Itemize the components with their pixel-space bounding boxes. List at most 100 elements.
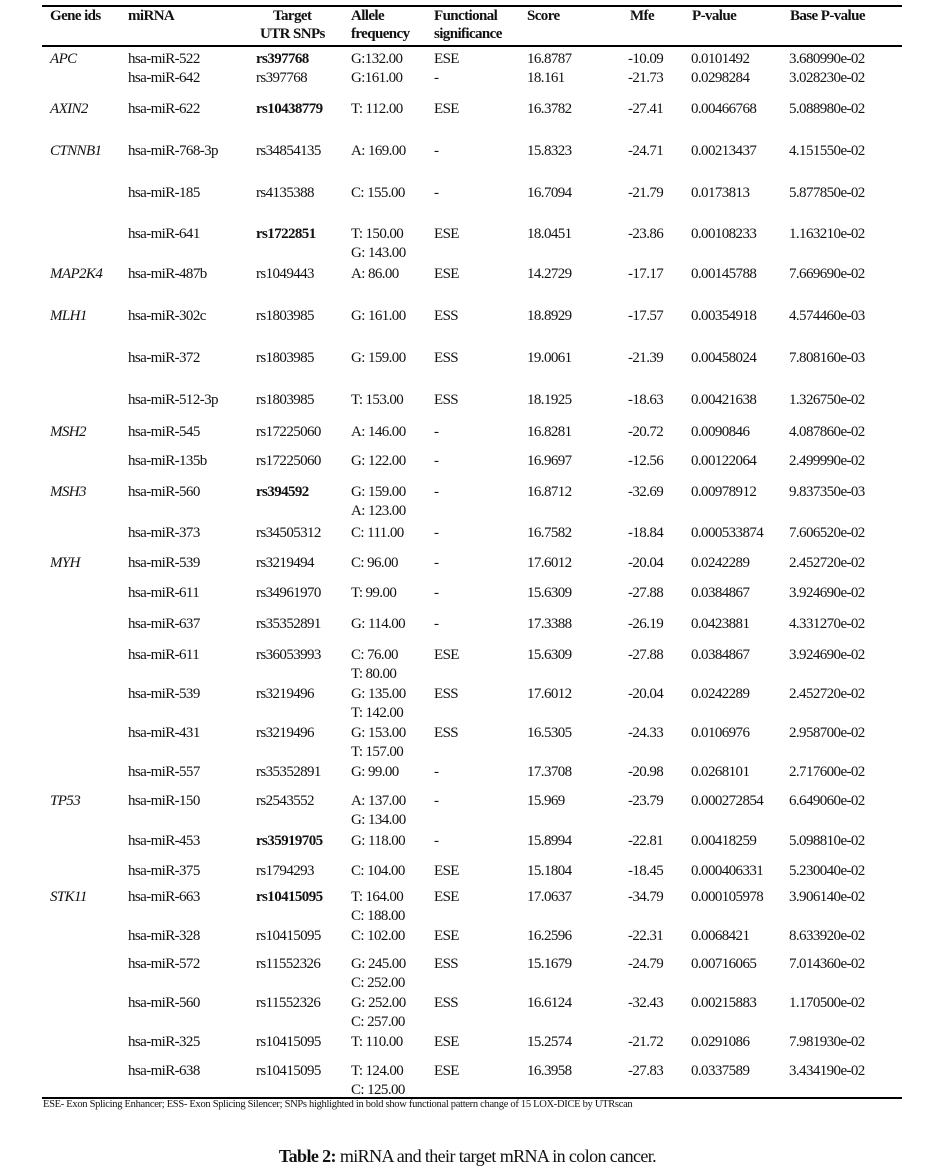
score-cell: 15.1679 bbox=[527, 956, 572, 972]
allele-cell: C: 96.00 bbox=[351, 555, 398, 571]
snp-cell: rs2543552 bbox=[256, 793, 315, 809]
header-functional-1: Functional bbox=[434, 8, 498, 24]
allele-cell: G: 118.00 bbox=[351, 833, 406, 849]
gene-cell: STK11 bbox=[50, 889, 87, 905]
base-pvalue-cell: 3.680990e-02 bbox=[789, 51, 865, 67]
snp-cell: rs11552326 bbox=[256, 995, 321, 1011]
mirna-cell: hsa-miR-539 bbox=[128, 686, 200, 702]
gene-cell: MSH2 bbox=[50, 424, 87, 440]
allele-cell: T: 110.00 bbox=[351, 1034, 403, 1050]
functional-cell: - bbox=[434, 616, 439, 632]
pvalue-cell: 0.00978912 bbox=[691, 484, 757, 500]
score-cell: 17.3388 bbox=[527, 616, 572, 632]
base-pvalue-cell: 2.958700e-02 bbox=[789, 725, 865, 741]
functional-cell: - bbox=[434, 484, 439, 500]
score-cell: 15.6309 bbox=[527, 585, 572, 601]
footnote: ESE- Exon Splicing Enhancer; ESS- Exon S… bbox=[43, 1099, 633, 1110]
mirna-cell: hsa-miR-431 bbox=[128, 725, 200, 741]
base-pvalue-cell: 2.452720e-02 bbox=[789, 686, 865, 702]
score-cell: 16.7582 bbox=[527, 525, 572, 541]
snp-cell: rs4135388 bbox=[256, 185, 315, 201]
snp-cell: rs1803985 bbox=[256, 392, 315, 408]
functional-cell: - bbox=[434, 833, 439, 849]
mirna-cell: hsa-miR-522 bbox=[128, 51, 200, 67]
mirna-cell: hsa-miR-557 bbox=[128, 764, 200, 780]
allele-cell: A: 86.00 bbox=[351, 266, 399, 282]
mirna-cell: hsa-miR-638 bbox=[128, 1063, 200, 1079]
pvalue-cell: 0.00122064 bbox=[691, 453, 757, 469]
base-pvalue-cell: 3.906140e-02 bbox=[789, 889, 865, 905]
gene-cell: MSH3 bbox=[50, 484, 87, 500]
mfe-cell: -24.33 bbox=[628, 725, 664, 741]
pvalue-cell: 0.00215883 bbox=[691, 995, 757, 1011]
functional-cell: ESS bbox=[434, 995, 459, 1011]
pvalue-cell: 0.00145788 bbox=[691, 266, 757, 282]
functional-cell: ESS bbox=[434, 686, 459, 702]
base-pvalue-cell: 7.606520e-02 bbox=[789, 525, 865, 541]
gene-cell: TP53 bbox=[50, 793, 81, 809]
score-cell: 15.969 bbox=[527, 793, 565, 809]
mfe-cell: -20.04 bbox=[628, 686, 664, 702]
caption-text: miRNA and their target mRNA in colon can… bbox=[335, 1146, 657, 1166]
mirna-cell: hsa-miR-663 bbox=[128, 889, 200, 905]
allele-cell: G: 161.00 bbox=[351, 308, 406, 324]
functional-cell: ESS bbox=[434, 350, 459, 366]
mfe-cell: -22.31 bbox=[628, 928, 664, 944]
mfe-cell: -12.56 bbox=[628, 453, 664, 469]
score-cell: 19.0061 bbox=[527, 350, 572, 366]
mfe-cell: -20.72 bbox=[628, 424, 664, 440]
allele-cell: T: 153.00 bbox=[351, 392, 404, 408]
pvalue-cell: 0.00458024 bbox=[691, 350, 757, 366]
score-cell: 16.5305 bbox=[527, 725, 572, 741]
allele-cell: A: 123.00 bbox=[351, 503, 406, 519]
pvalue-cell: 0.0101492 bbox=[691, 51, 750, 67]
score-cell: 16.6124 bbox=[527, 995, 572, 1011]
mirna-cell: hsa-miR-642 bbox=[128, 70, 200, 86]
gene-cell: MLH1 bbox=[50, 308, 87, 324]
mfe-cell: -20.98 bbox=[628, 764, 664, 780]
pvalue-cell: 0.0173813 bbox=[691, 185, 750, 201]
allele-cell: T: 112.00 bbox=[351, 101, 403, 117]
mirna-cell: hsa-miR-560 bbox=[128, 995, 200, 1011]
pvalue-cell: 0.0242289 bbox=[691, 555, 750, 571]
header-target-2: UTR SNPs bbox=[260, 26, 325, 42]
snp-cell: rs3219496 bbox=[256, 686, 315, 702]
allele-cell: C: 76.00 bbox=[351, 647, 398, 663]
base-pvalue-cell: 9.837350e-03 bbox=[789, 484, 865, 500]
table-caption: Table 2: miRNA and their target mRNA in … bbox=[0, 1146, 935, 1167]
snp-cell: rs36053993 bbox=[256, 647, 321, 663]
allele-cell: G:132.00 bbox=[351, 51, 403, 67]
gene-cell: AXIN2 bbox=[50, 101, 88, 117]
base-pvalue-cell: 4.151550e-02 bbox=[789, 143, 865, 159]
mfe-cell: -27.88 bbox=[628, 585, 664, 601]
pvalue-cell: 0.0106976 bbox=[691, 725, 750, 741]
score-cell: 14.2729 bbox=[527, 266, 572, 282]
pvalue-cell: 0.0268101 bbox=[691, 764, 750, 780]
mfe-cell: -18.45 bbox=[628, 863, 664, 879]
mirna-cell: hsa-miR-135b bbox=[128, 453, 207, 469]
mirna-cell: hsa-miR-512-3p bbox=[128, 392, 219, 408]
snp-cell: rs34505312 bbox=[256, 525, 321, 541]
base-pvalue-cell: 2.717600e-02 bbox=[789, 764, 865, 780]
mirna-cell: hsa-miR-185 bbox=[128, 185, 200, 201]
snp-cell: rs10415095 bbox=[256, 1063, 321, 1079]
pvalue-cell: 0.0384867 bbox=[691, 647, 750, 663]
mfe-cell: -21.39 bbox=[628, 350, 664, 366]
snp-cell: rs17225060 bbox=[256, 424, 321, 440]
functional-cell: ESE bbox=[434, 889, 459, 905]
mfe-cell: -32.69 bbox=[628, 484, 664, 500]
snp-cell: rs397768 bbox=[256, 70, 308, 86]
pvalue-cell: 0.00213437 bbox=[691, 143, 757, 159]
functional-cell: ESE bbox=[434, 266, 459, 282]
pvalue-cell: 0.00108233 bbox=[691, 226, 757, 242]
allele-cell: C: 155.00 bbox=[351, 185, 405, 201]
allele-cell: G: 252.00 bbox=[351, 995, 406, 1011]
bottom-rule bbox=[42, 1097, 902, 1099]
score-cell: 16.8712 bbox=[527, 484, 572, 500]
allele-cell: T: 164.00 bbox=[351, 889, 404, 905]
functional-cell: ESS bbox=[434, 956, 459, 972]
score-cell: 15.8994 bbox=[527, 833, 572, 849]
caption-label: Table 2: bbox=[278, 1146, 337, 1166]
base-pvalue-cell: 7.808160e-03 bbox=[789, 350, 865, 366]
mirna-cell: hsa-miR-768-3p bbox=[128, 143, 219, 159]
